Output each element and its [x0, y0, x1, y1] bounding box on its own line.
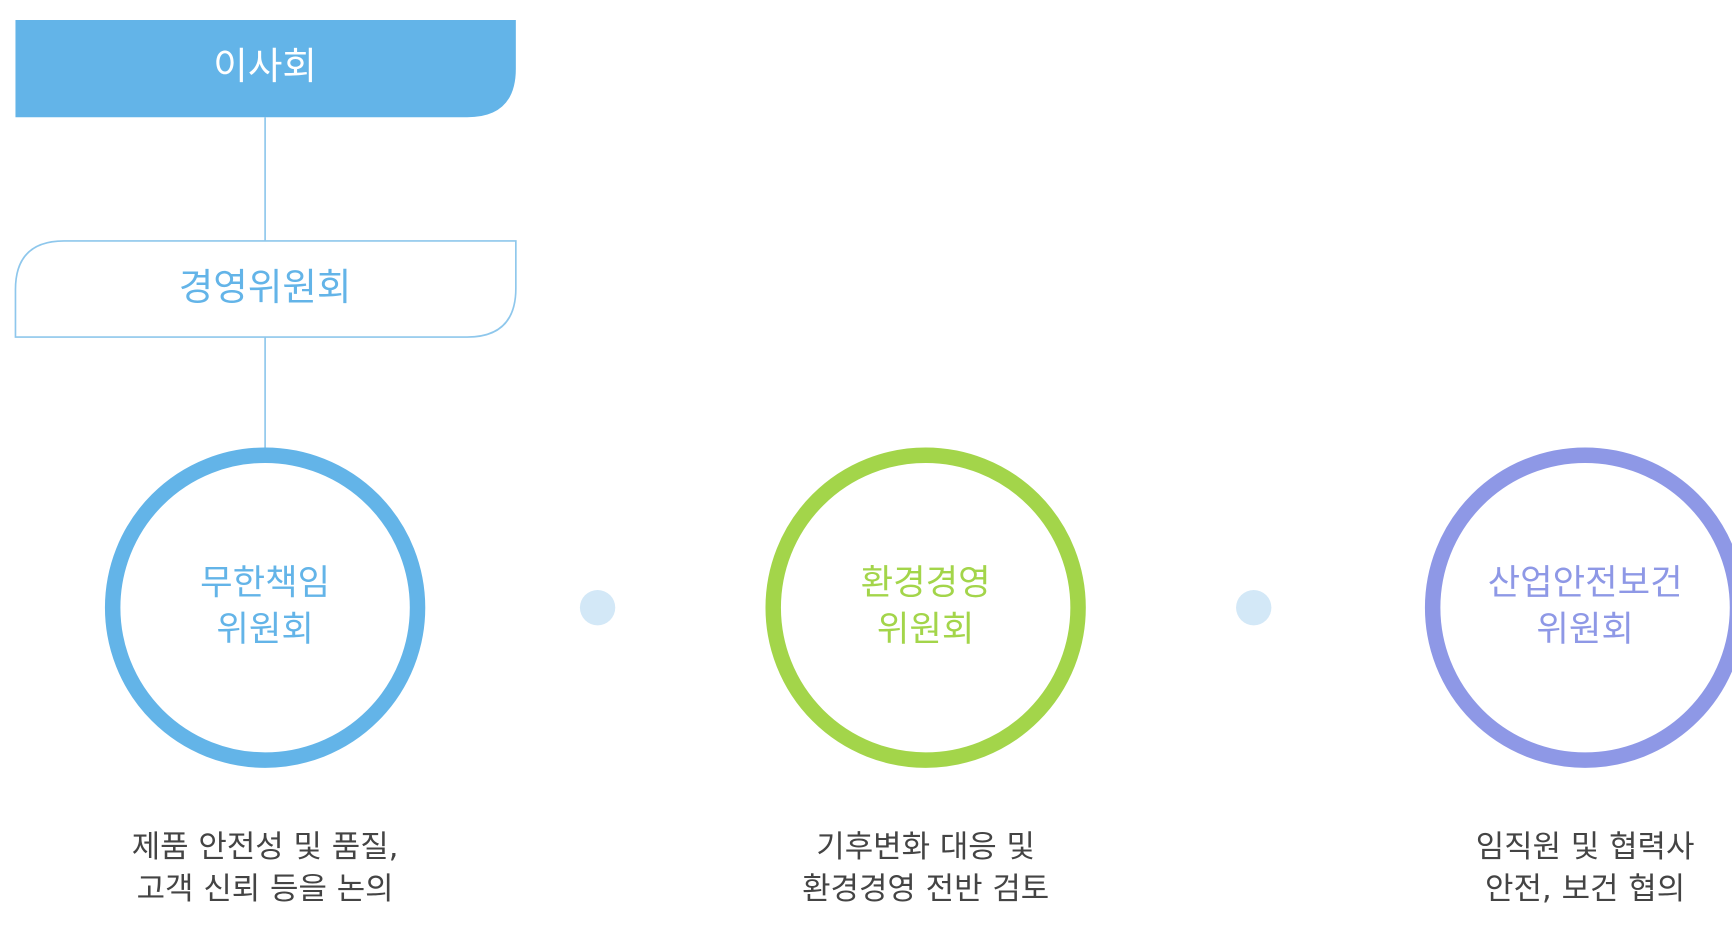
committee-description: 제품 안전성 및 품질,	[132, 829, 399, 865]
committee-name: 무한책임	[200, 562, 330, 603]
committee-description: 환경경영 전반 검토	[802, 871, 1049, 907]
board-box	[15, 20, 516, 118]
committee-name: 산업안전보건	[1488, 562, 1683, 603]
committee-circle	[765, 447, 1086, 768]
committee-name: 위원회	[1536, 609, 1634, 650]
management-box	[14, 240, 517, 338]
committee-name: 위원회	[216, 609, 314, 650]
committee-name: 위원회	[877, 609, 975, 650]
management-label: 경영위원회	[179, 265, 352, 309]
committee-description: 안전, 보건 협의	[1485, 871, 1685, 907]
committee-circle	[1424, 447, 1732, 768]
separator-dot	[1236, 589, 1272, 626]
committee-description: 임직원 및 협력사	[1476, 829, 1695, 865]
separator-dot	[579, 589, 616, 626]
committee-description: 고객 신뢰 등을 논의	[137, 871, 394, 907]
board-label: 이사회	[213, 44, 317, 88]
committee-description: 기후변화 대응 및	[816, 829, 1035, 865]
committee-circle	[104, 447, 426, 768]
committee-name: 환경경영	[861, 562, 991, 603]
